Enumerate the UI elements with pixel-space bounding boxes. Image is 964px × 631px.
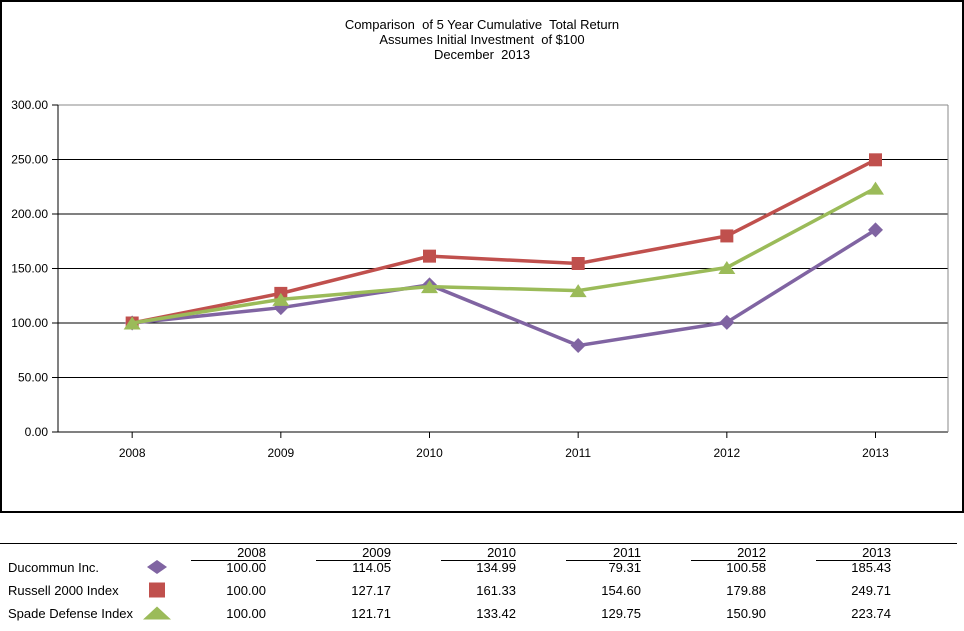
series-line-diamond — [131, 228, 877, 348]
diamond-marker-icon — [868, 222, 883, 238]
square-icon — [139, 581, 175, 599]
chart-title-line3: December 2013 — [433, 47, 531, 62]
triangle-marker-icon — [718, 261, 736, 275]
value-cell: 150.90 — [726, 606, 766, 621]
chart-border — [0, 0, 964, 513]
year-header-underline — [816, 560, 891, 561]
year-header: 2009 — [362, 545, 391, 560]
value-cell: 161.33 — [476, 583, 516, 598]
value-cell: 127.17 — [351, 583, 391, 598]
year-header: 2010 — [487, 545, 516, 560]
value-cell: 100.00 — [226, 560, 266, 575]
value-cell: 223.74 — [851, 606, 891, 621]
triangle-marker-icon — [867, 181, 884, 195]
value-cell: 100.58 — [726, 560, 766, 575]
value-cell: 129.75 — [601, 606, 641, 621]
triangle-marker-icon — [272, 292, 290, 306]
year-header: 2008 — [237, 545, 266, 560]
year-header-underline — [441, 560, 516, 561]
value-cell: 185.43 — [851, 560, 891, 575]
y-axis-label: 300.00 — [11, 98, 48, 112]
diamond-marker-icon — [719, 314, 735, 330]
y-axis-label: 100.00 — [11, 316, 48, 330]
x-axis-label: 2012 — [713, 446, 740, 460]
chart-title-line2: Assumes Initial Investment of $100 — [379, 32, 585, 47]
diamond-icon — [139, 558, 175, 576]
triangle-marker-icon — [123, 316, 141, 330]
year-header-underline — [191, 560, 266, 561]
x-axis-label: 2008 — [119, 446, 146, 460]
value-cell: 154.60 — [601, 583, 641, 598]
y-axis-label: 0.00 — [25, 425, 49, 439]
triangle-icon — [139, 604, 175, 622]
value-cell: 100.00 — [226, 583, 266, 598]
x-axis-label: 2011 — [565, 446, 591, 460]
diamond-icon-shape — [147, 560, 167, 574]
y-axis-label: 200.00 — [11, 207, 48, 221]
square-marker-icon — [423, 249, 436, 263]
value-cell: 249.71 — [851, 583, 891, 598]
series-name: Ducommun Inc. — [8, 560, 100, 575]
y-axis-label: 50.00 — [18, 371, 48, 385]
value-cell: 79.31 — [608, 560, 641, 575]
value-cell: 121.71 — [351, 606, 391, 621]
square-marker-icon — [720, 229, 734, 243]
series-line-square — [131, 158, 877, 325]
performance-table: 2008 2009 2010 2011 2012 2013 Ducommun Inc. 100… — [0, 530, 964, 631]
table-top-rule — [0, 543, 957, 544]
chart-title: Comparison of 5 Year Cumulative Total Re… — [2, 17, 962, 62]
x-axis-label: 2009 — [267, 446, 294, 460]
value-cell: 100.00 — [226, 606, 266, 621]
year-header-underline — [691, 560, 766, 561]
value-cell: 114.05 — [352, 560, 391, 575]
square-marker-icon — [869, 153, 882, 167]
square-marker-icon — [571, 256, 585, 270]
series-name: Russell 2000 Index — [8, 583, 119, 598]
series-line-triangle — [131, 186, 877, 325]
triangle-icon-shape — [143, 606, 171, 620]
series-name: Spade Defense Index — [8, 606, 134, 621]
diamond-marker-icon — [570, 338, 586, 354]
triangle-marker-icon — [569, 284, 587, 298]
x-axis-label: 2013 — [862, 446, 889, 460]
x-axis-label: 2010 — [416, 446, 443, 460]
y-axis-label: 150.00 — [11, 262, 48, 276]
plot-area: 0.00 50.00 100.00 150.00 200.00 250.00 300.00 2… — [0, 0, 964, 513]
value-cell: 134.99 — [476, 560, 516, 575]
year-header-underline — [566, 560, 641, 561]
triangle-marker-icon — [421, 280, 438, 294]
square-icon-shape — [149, 582, 165, 598]
year-header-underline — [316, 560, 391, 561]
year-header: 2012 — [737, 545, 766, 560]
y-axis-label: 250.00 — [11, 153, 48, 167]
year-header: 2013 — [862, 545, 891, 560]
year-header: 2011 — [613, 545, 641, 560]
value-cell: 179.88 — [726, 583, 766, 598]
value-cell: 133.42 — [476, 606, 516, 621]
chart-frame: Comparison of 5 Year Cumulative Total Re… — [0, 0, 964, 513]
chart-title-line1: Comparison of 5 Year Cumulative Total Re… — [344, 17, 620, 32]
